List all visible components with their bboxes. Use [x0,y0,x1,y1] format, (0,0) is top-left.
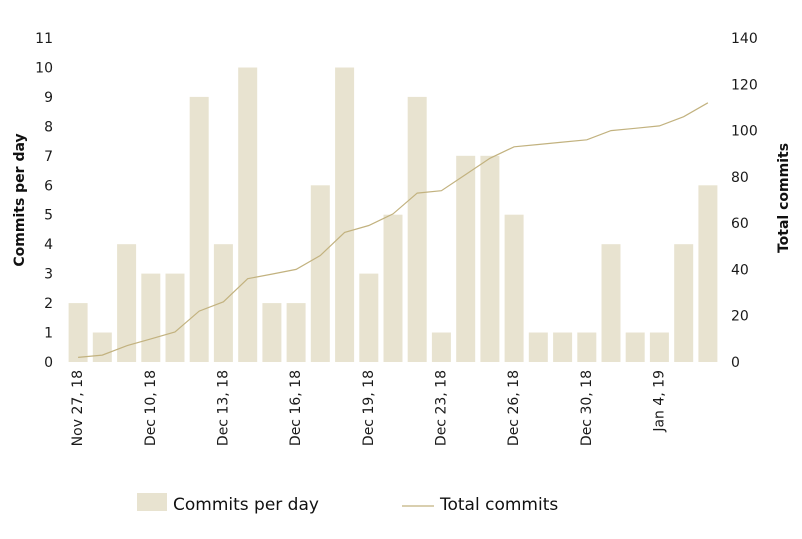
legend: Commits per day Total commits [137,493,558,515]
bar [504,214,524,362]
y-right-tick-label: 120 [731,77,758,93]
y-left-axis: 0 1 2 3 4 5 6 7 8 9 10 11 [35,31,53,371]
y-left-axis-title: Commits per day [12,133,28,266]
bar [528,332,548,362]
bar [480,155,500,362]
y-left-tick-label: 0 [44,355,53,371]
bar [649,332,669,362]
bar [674,244,694,362]
bar [553,332,573,362]
y-right-tick-label: 60 [731,216,749,232]
y-right-tick-label: 20 [731,309,749,325]
bar [213,244,233,362]
legend-label-line: Total commits [439,495,558,515]
y-left-tick-label: 1 [44,326,53,342]
bar [238,67,258,362]
bar [92,332,112,362]
x-axis: Nov 27, 18 Dec 10, 18 Dec 13, 18 Dec 16, 18… [70,370,667,446]
x-tick-label: Dec 30, 18 [579,370,595,446]
legend-swatch-bar [137,493,167,511]
y-right-tick-label: 0 [731,355,740,371]
x-tick-label: Nov 27, 18 [70,370,86,446]
y-left-tick-label: 7 [44,149,53,165]
bar [286,303,306,362]
bar [262,303,282,362]
y-left-tick-label: 9 [44,90,53,106]
bar [383,214,403,362]
x-tick-label: Dec 13, 18 [215,370,231,446]
bar [165,273,185,362]
bar [407,96,427,363]
bar-series [68,67,718,363]
y-right-tick-label: 40 [731,262,749,278]
bar [359,273,379,362]
x-tick-label: Jan 4, 19 [651,370,667,433]
y-right-tick-label: 100 [731,124,758,140]
bar [625,332,645,362]
y-left-tick-label: 6 [44,178,53,194]
x-tick-label: Dec 19, 18 [361,370,377,446]
bar [141,273,161,362]
bar [310,185,330,362]
x-tick-label: Dec 23, 18 [433,370,449,446]
y-left-tick-label: 5 [44,208,53,224]
x-tick-label: Dec 26, 18 [506,370,522,446]
bar [68,303,88,362]
line-total-commits [78,102,709,358]
y-left-tick-label: 11 [35,31,53,47]
y-left-tick-label: 3 [44,267,53,283]
bar [698,185,718,362]
bar [431,332,451,362]
y-right-axis-title: Total commits [776,143,792,253]
bar [601,244,621,362]
bar [577,332,597,362]
bar [189,96,209,363]
y-right-axis: 0 20 40 60 80 100 120 140 [731,31,758,371]
y-left-tick-label: 8 [44,119,53,135]
bar [117,244,137,362]
line-series [78,102,709,358]
x-tick-label: Dec 16, 18 [288,370,304,446]
y-left-tick-label: 4 [44,237,53,253]
bar [456,155,476,362]
y-right-tick-label: 140 [731,31,758,47]
y-right-tick-label: 80 [731,170,749,186]
x-tick-label: Dec 10, 18 [143,370,159,446]
y-left-tick-label: 10 [35,61,53,77]
y-left-tick-label: 2 [44,296,53,312]
legend-label-bar: Commits per day [173,495,319,515]
bar [335,67,355,362]
